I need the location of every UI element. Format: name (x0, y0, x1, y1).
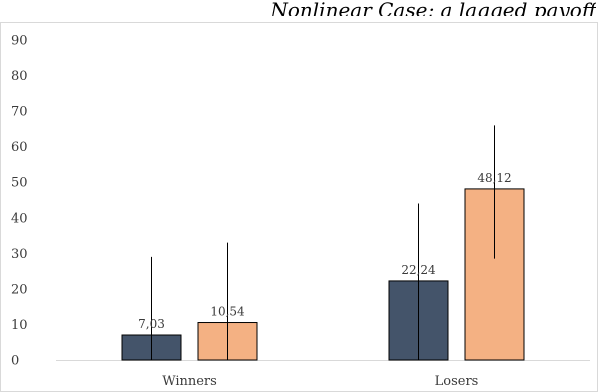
data-label-losers-1: 22,24 (401, 263, 436, 277)
y-tick-label-80: 80 (11, 69, 28, 84)
chart-title: Nonlinear Case; a lagged payoff (270, 0, 596, 16)
y-tick-label-40: 40 (11, 211, 28, 226)
y-tick-label-30: 30 (11, 247, 28, 262)
y-tick-label-10: 10 (11, 318, 28, 333)
data-label-winners-1: 7,03 (138, 317, 165, 331)
y-tick-label-0: 0 (11, 354, 19, 369)
y-tick-label-70: 70 (11, 105, 28, 120)
error-bars (151, 125, 495, 360)
y-axis-ticks: 0 10 20 30 40 50 60 70 80 90 (11, 34, 28, 369)
x-category-label-winners: Winners (162, 374, 217, 389)
data-label-winners-2: 10,54 (210, 305, 245, 319)
y-tick-label-60: 60 (11, 140, 28, 155)
data-label-losers-2: 48,12 (477, 171, 511, 185)
category-labels: Winners Losers (162, 374, 478, 389)
y-tick-label-20: 20 (11, 282, 28, 297)
bars (121, 188, 525, 361)
data-labels: 7,03 10,54 22,24 48,12 (138, 171, 512, 331)
x-category-label-losers: Losers (435, 374, 479, 389)
y-tick-label-50: 50 (11, 176, 28, 191)
y-tick-label-90: 90 (11, 34, 28, 49)
